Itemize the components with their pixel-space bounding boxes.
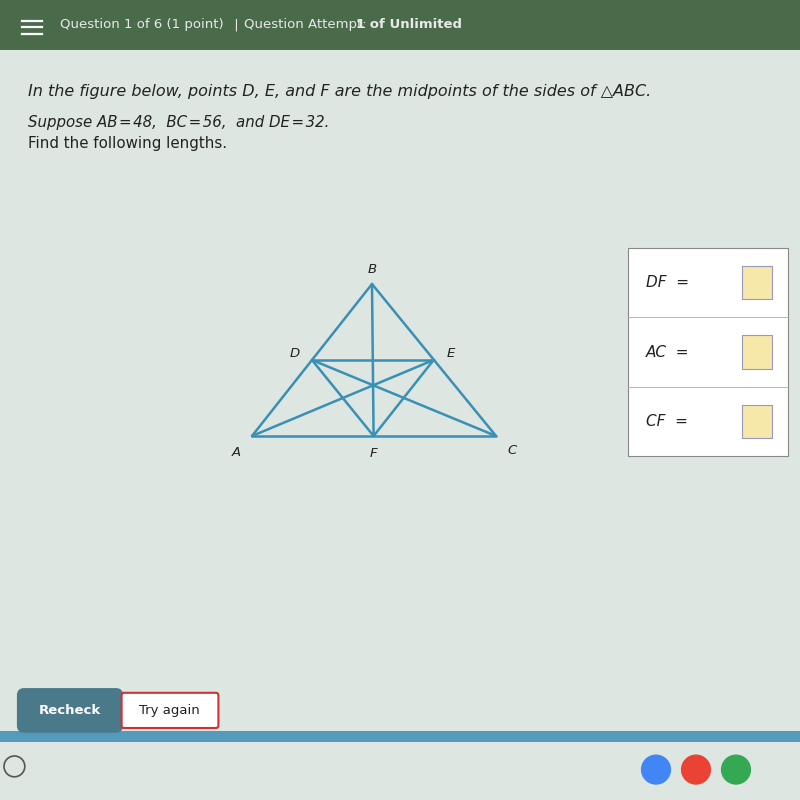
Bar [0, 0, 800, 50]
Bar [742, 335, 772, 369]
FancyBboxPatch shape [18, 689, 122, 732]
Text: A: A [231, 446, 241, 458]
Bar [742, 266, 772, 299]
Text: In the figure below, points D, E, and F are the midpoints of the sides of △ABC.: In the figure below, points D, E, and F … [28, 84, 651, 99]
Text: E: E [447, 347, 455, 360]
Text: F: F [370, 447, 378, 460]
Text: Recheck: Recheck [38, 704, 101, 717]
Text: D: D [290, 347, 299, 360]
Text: B: B [367, 263, 377, 276]
Bar [742, 405, 772, 438]
Text: DF  =: DF = [646, 275, 689, 290]
Text: CF  =: CF = [646, 414, 687, 429]
Text: Suppose AB = 48,  BC = 56,  and DE = 32.: Suppose AB = 48, BC = 56, and DE = 32. [28, 115, 330, 130]
Circle shape [642, 755, 670, 784]
Text: Try again: Try again [139, 704, 200, 717]
Bar [628, 248, 788, 456]
Circle shape [682, 755, 710, 784]
Text: Question Attempt:: Question Attempt: [244, 18, 371, 31]
Text: |: | [230, 18, 242, 31]
Text: C: C [507, 444, 517, 457]
Text: Find the following lengths.: Find the following lengths. [28, 136, 227, 151]
FancyBboxPatch shape [122, 693, 218, 728]
Text: Question 1 of 6 (1 point): Question 1 of 6 (1 point) [60, 18, 224, 31]
Text: AC  =: AC = [646, 345, 689, 359]
Circle shape [722, 755, 750, 784]
Text: 1 of Unlimited: 1 of Unlimited [356, 18, 462, 31]
Bar [0, 731, 800, 742]
